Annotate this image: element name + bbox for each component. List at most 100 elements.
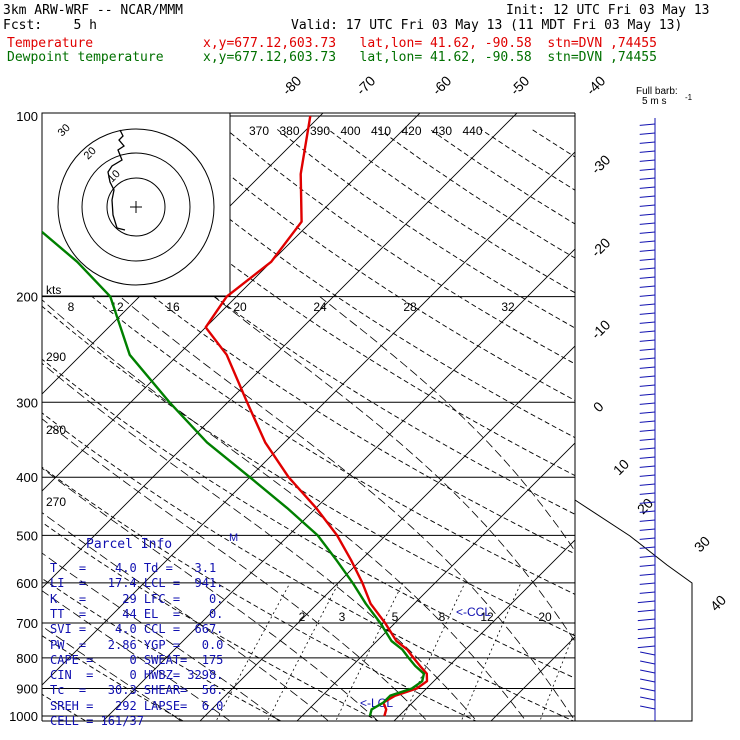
wind-barb bbox=[639, 510, 656, 513]
theta-label: 430 bbox=[432, 124, 452, 138]
wind-barb bbox=[639, 447, 656, 450]
wind-barb bbox=[639, 546, 656, 549]
pressure-tick-label: 700 bbox=[16, 616, 38, 631]
wind-barb bbox=[639, 159, 656, 162]
wind-barb bbox=[639, 123, 656, 126]
moist-adiabat bbox=[319, 296, 575, 552]
wind-barb bbox=[639, 519, 656, 522]
wind-barb bbox=[639, 285, 656, 288]
pressure-tick-label: 800 bbox=[16, 651, 38, 666]
wind-barb bbox=[639, 240, 656, 243]
parcel-row: T = 4.0 Td = 3.1 bbox=[50, 561, 217, 575]
speed-label: 32 bbox=[501, 300, 515, 314]
wind-barb bbox=[639, 555, 656, 558]
wind-barb bbox=[640, 687, 656, 692]
pressure-tick-label: 500 bbox=[16, 528, 38, 543]
moist-adiabat bbox=[42, 625, 182, 721]
parcel-row: SVI = 4.0 CCL = 667. bbox=[50, 622, 224, 637]
isotherm-label: -50 bbox=[507, 72, 533, 98]
wind-barb bbox=[639, 330, 656, 333]
hodograph-ring bbox=[57, 128, 215, 286]
isotherm-label: 40 bbox=[707, 592, 729, 614]
isotherm-line bbox=[42, 113, 518, 589]
theta-label: 410 bbox=[371, 124, 391, 138]
moist-adiabat bbox=[42, 362, 478, 721]
wind-barb bbox=[640, 651, 656, 656]
wind-barb bbox=[639, 195, 656, 198]
moist-adiabat bbox=[42, 590, 231, 721]
wind-barb bbox=[639, 222, 656, 225]
dry-adiabat bbox=[428, 128, 575, 225]
barb-frame bbox=[574, 499, 693, 722]
isotherm-label: -80 bbox=[279, 72, 305, 98]
mixing-ratio-line bbox=[335, 582, 404, 721]
hodograph-trace bbox=[107, 129, 126, 231]
wind-barb bbox=[639, 393, 656, 396]
wind-barb bbox=[639, 501, 656, 504]
isotherm-label: 0 bbox=[590, 398, 607, 415]
wind-barb bbox=[639, 339, 656, 342]
wind-barbs bbox=[637, 118, 656, 721]
wind-barb bbox=[639, 438, 656, 441]
isotherm-label: -40 bbox=[583, 72, 609, 98]
theta-label: 380 bbox=[279, 124, 299, 138]
isotherm-label: -70 bbox=[353, 72, 379, 98]
parcel-row: Tc = 30.3 SHEAR= 56. bbox=[50, 683, 224, 698]
wind-barb bbox=[639, 303, 656, 306]
isotherm-label: 30 bbox=[691, 533, 713, 555]
parcel-info-title: Parcel Info bbox=[86, 537, 173, 552]
profile-lines bbox=[42, 115, 429, 717]
mixing-ratio-line bbox=[539, 629, 575, 721]
wind-barb bbox=[639, 132, 656, 135]
dry-adiabat bbox=[123, 128, 575, 439]
wind-barb bbox=[640, 696, 656, 701]
isotherm-label: 20 bbox=[634, 495, 656, 517]
wind-barb bbox=[637, 636, 656, 640]
dry-adiabat bbox=[42, 521, 380, 721]
mixing-ratio-line bbox=[401, 582, 466, 721]
isotherm-line bbox=[199, 345, 575, 721]
dewpoint-line bbox=[42, 230, 426, 717]
mixing-ratio-label: 5 bbox=[392, 610, 399, 624]
isotherm-label: -30 bbox=[588, 151, 614, 177]
parcel-row: CAPE = 0 SWEAT= 175 bbox=[50, 652, 224, 667]
speed-label: 20 bbox=[233, 300, 247, 314]
ccl-annotation: <-CCL bbox=[456, 605, 491, 619]
isotherm-label: -60 bbox=[429, 72, 455, 98]
wind-barb bbox=[637, 609, 656, 613]
dry-adiabat bbox=[42, 577, 282, 721]
dewpoint-legend: Dewpoint temperature bbox=[7, 50, 164, 65]
theta-label: 420 bbox=[401, 124, 421, 138]
wind-barb bbox=[639, 492, 656, 495]
wind-barb bbox=[639, 474, 656, 477]
wind-barb bbox=[639, 150, 656, 153]
wind-barb bbox=[639, 186, 656, 189]
mixing-ratio-label: 2 bbox=[299, 610, 306, 624]
dry-adiabat bbox=[479, 128, 575, 191]
theta-label: 390 bbox=[310, 124, 330, 138]
parcel-row: SREH = 292 LAPSE= 6.0 bbox=[50, 698, 224, 713]
isotherm-line bbox=[42, 113, 324, 395]
mixing-ratio-line bbox=[267, 582, 339, 721]
dry-adiabat bbox=[174, 128, 575, 401]
parcel-row: CIN = 0 HWBZ= 3298. bbox=[50, 668, 224, 683]
isotherm-line bbox=[490, 636, 575, 721]
wind-barb bbox=[640, 669, 656, 674]
wind-barb bbox=[639, 456, 656, 459]
model-title: 3km ARW-WRF -- NCAR/MMM bbox=[3, 3, 184, 18]
wind-barb bbox=[639, 348, 656, 351]
m-annotation: M bbox=[229, 532, 238, 544]
barb-legend-units: 5 m s bbox=[642, 96, 666, 107]
isotherm-line bbox=[677, 89, 740, 729]
temperature-location: x,y=677.12,603.73 lat,lon= 41.62, -90.58… bbox=[203, 36, 657, 51]
wind-barb bbox=[639, 294, 656, 297]
wind-barb bbox=[639, 573, 656, 576]
isotherm-label: 10 bbox=[610, 456, 632, 478]
theta-label: 400 bbox=[340, 124, 360, 138]
wind-barb bbox=[639, 591, 656, 594]
wind-barb bbox=[637, 618, 656, 622]
parcel-row: PW = 2.86 YGP = 0.0 bbox=[50, 637, 224, 652]
wind-barb bbox=[639, 537, 656, 540]
